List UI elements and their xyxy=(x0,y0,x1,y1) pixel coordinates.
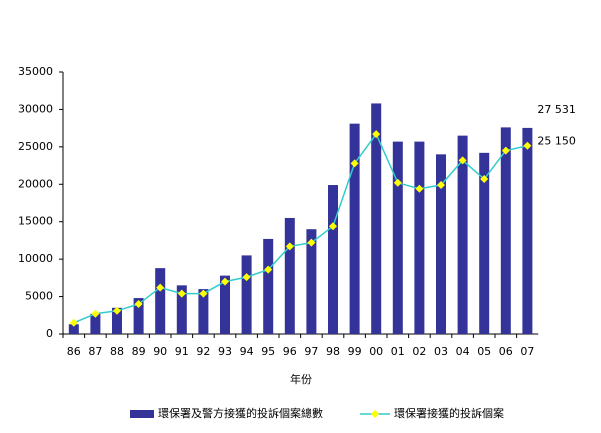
x-tick-label: 04 xyxy=(456,345,470,358)
x-tick-label: 99 xyxy=(348,345,362,358)
y-tick-label: 30000 xyxy=(18,102,53,115)
y-tick-label: 15000 xyxy=(18,215,53,228)
x-tick-label: 00 xyxy=(369,345,383,358)
x-tick-label: 93 xyxy=(218,345,232,358)
y-tick-label: 35000 xyxy=(18,65,53,78)
x-axis-title: 年份 xyxy=(290,372,312,386)
line xyxy=(73,132,528,324)
marker xyxy=(156,283,165,292)
marker xyxy=(199,289,208,298)
x-tick-label: 03 xyxy=(434,345,448,358)
marker xyxy=(113,306,121,315)
marker xyxy=(242,273,251,282)
bar xyxy=(284,217,295,334)
marker xyxy=(437,181,445,190)
x-tick-label: 97 xyxy=(304,345,318,358)
marker xyxy=(372,130,381,139)
y-tick-label: 10000 xyxy=(18,252,53,265)
marker xyxy=(350,159,359,168)
bar xyxy=(68,324,79,334)
bar xyxy=(500,127,511,334)
x-tick-label: 02 xyxy=(412,345,426,358)
x-tick-label: 92 xyxy=(196,345,210,358)
marker xyxy=(91,309,100,318)
marker xyxy=(329,222,337,231)
y-tick-label: 20000 xyxy=(18,177,53,190)
bar xyxy=(220,275,230,334)
marker xyxy=(177,289,186,298)
bar xyxy=(414,141,425,334)
marker xyxy=(501,146,510,155)
marker xyxy=(69,318,78,327)
bar xyxy=(479,152,490,334)
x-tick-label: 94 xyxy=(240,345,254,358)
bar xyxy=(392,141,403,334)
legend-label: 環保署及警方接獲的投訴個案總數 xyxy=(158,406,323,420)
marker xyxy=(415,184,424,193)
marker xyxy=(307,238,316,247)
legend-swatch xyxy=(130,410,154,418)
bar xyxy=(436,154,446,334)
marker xyxy=(221,277,229,286)
x-tick-label: 01 xyxy=(391,345,405,358)
y-tick-label: 0 xyxy=(46,327,53,340)
bar xyxy=(241,255,252,334)
x-tick-label: 91 xyxy=(175,345,189,358)
x-tick-label: 06 xyxy=(499,345,513,358)
bar xyxy=(198,289,209,334)
x-tick-label: 05 xyxy=(477,345,491,358)
bar xyxy=(371,103,382,334)
legend-label: 環保署接獲的投訴個案 xyxy=(394,406,504,420)
bar xyxy=(349,123,360,334)
value-label: 27 531 xyxy=(537,103,576,116)
x-tick-label: 88 xyxy=(110,345,124,358)
bar xyxy=(155,268,166,334)
x-tick-label: 86 xyxy=(67,345,81,358)
x-tick-label: 98 xyxy=(326,345,340,358)
bar xyxy=(328,185,338,334)
marker xyxy=(480,175,489,184)
bar xyxy=(522,127,533,334)
bar xyxy=(306,229,317,334)
marker xyxy=(134,300,143,309)
x-tick-label: 96 xyxy=(283,345,297,358)
marker xyxy=(523,141,532,150)
y-tick-label: 25000 xyxy=(18,140,53,153)
bar xyxy=(263,238,274,334)
x-tick-label: 89 xyxy=(132,345,146,358)
marker xyxy=(285,242,294,251)
x-tick-label: 95 xyxy=(261,345,275,358)
bar xyxy=(133,298,144,334)
x-tick-label: 07 xyxy=(520,345,534,358)
bar xyxy=(457,135,468,334)
bar xyxy=(112,307,122,334)
marker xyxy=(458,156,467,165)
value-label: 25 150 xyxy=(537,135,576,148)
legend-marker xyxy=(371,410,379,418)
x-tick-label: 87 xyxy=(88,345,102,358)
bar xyxy=(90,313,101,334)
y-tick-label: 5000 xyxy=(25,290,53,303)
marker xyxy=(264,265,273,274)
marker xyxy=(393,178,402,187)
x-tick-label: 90 xyxy=(153,345,167,358)
bar xyxy=(176,285,187,334)
